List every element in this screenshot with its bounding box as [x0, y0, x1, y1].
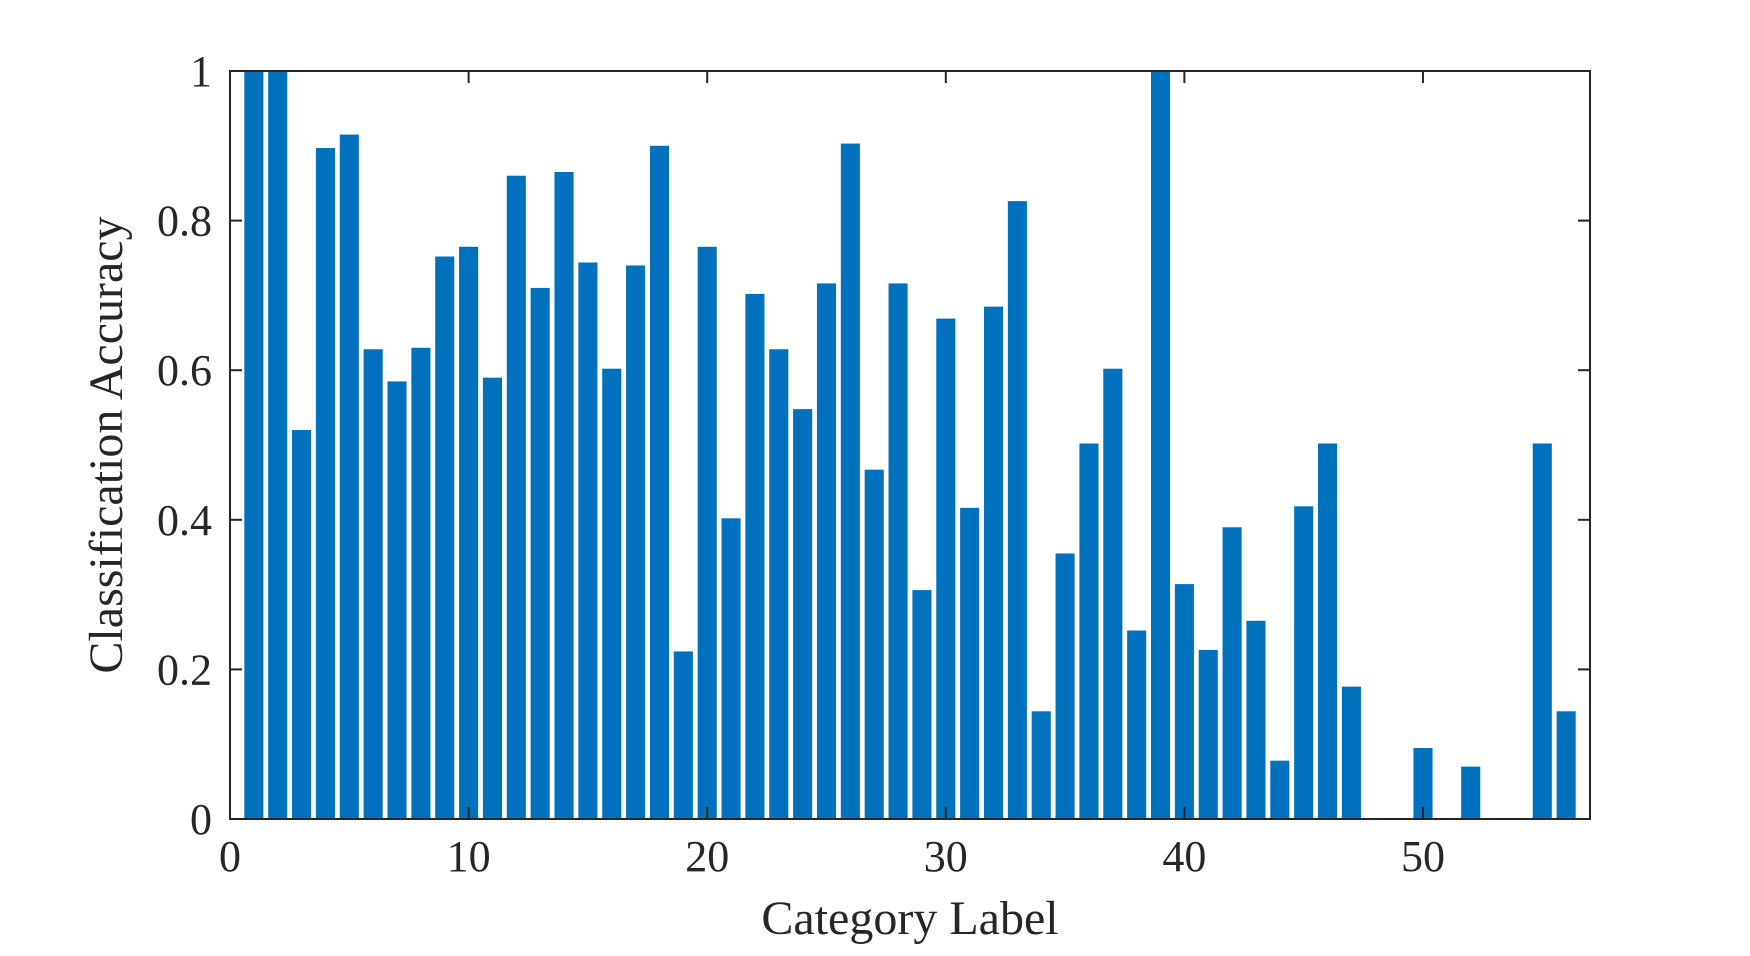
- bar-category-16: [602, 368, 622, 819]
- bar-category-20: [697, 246, 717, 819]
- bar-category-21: [721, 518, 741, 819]
- y-tick-label-0.6: 0.6: [157, 346, 212, 395]
- bar-category-25: [816, 283, 837, 819]
- x-tick-label-30: 30: [924, 832, 968, 881]
- bar-category-3: [292, 430, 312, 819]
- y-axis-label: Classification Accuracy: [80, 216, 133, 673]
- bar-category-9: [435, 256, 455, 819]
- bar-category-41: [1198, 649, 1218, 819]
- bar-category-8: [411, 347, 431, 819]
- bar-category-39: [1150, 71, 1171, 819]
- bar-category-31: [960, 507, 980, 819]
- bar-category-1: [244, 71, 264, 819]
- bar-category-4: [315, 148, 335, 819]
- bar-category-19: [673, 651, 693, 819]
- y-tick-label-1: 1: [190, 47, 212, 96]
- bar-category-47: [1341, 686, 1361, 819]
- bar-category-15: [578, 262, 598, 819]
- x-tick-label-20: 20: [685, 832, 729, 881]
- bar-category-46: [1318, 443, 1338, 819]
- x-tick-label-40: 40: [1162, 832, 1206, 881]
- bar-category-37: [1103, 368, 1123, 819]
- bar-category-30: [936, 318, 956, 819]
- bar-category-35: [1055, 553, 1075, 819]
- y-tick-label-0: 0: [190, 795, 212, 844]
- tick-labels-layer: 0 10 20 30 40 50 0 0.2 0.4 0.6 0.8 1: [157, 47, 1445, 881]
- bar-category-38: [1127, 630, 1147, 819]
- bar-category-36: [1079, 443, 1099, 819]
- bar-category-33: [1007, 201, 1027, 820]
- y-tick-label-0.2: 0.2: [157, 645, 212, 694]
- x-tick-label-50: 50: [1401, 832, 1445, 881]
- bar-category-43: [1246, 620, 1266, 819]
- bar-category-23: [769, 349, 789, 819]
- bar-category-6: [363, 349, 383, 819]
- bar-category-17: [626, 265, 646, 820]
- bar-category-50: [1413, 747, 1433, 819]
- bar-category-28: [888, 283, 908, 819]
- bar-category-27: [864, 469, 884, 819]
- bar-category-7: [387, 381, 407, 819]
- bar-category-45: [1294, 506, 1314, 819]
- bar-category-5: [339, 134, 359, 819]
- bar-category-40: [1174, 584, 1194, 819]
- bar-category-42: [1222, 527, 1242, 819]
- bar-category-2: [268, 71, 288, 819]
- bar-category-10: [459, 246, 479, 819]
- x-tick-label-10: 10: [447, 832, 491, 881]
- x-axis-label: Category Label: [761, 892, 1058, 945]
- bar-category-24: [793, 409, 813, 819]
- bar-category-34: [1031, 711, 1051, 819]
- bar-category-56: [1556, 711, 1576, 819]
- bar-category-13: [530, 287, 550, 819]
- plot-area-frame: [229, 70, 1591, 820]
- bar-category-22: [745, 293, 765, 819]
- bar-category-26: [840, 143, 860, 819]
- bar-category-29: [912, 590, 932, 819]
- bar-category-12: [506, 175, 526, 820]
- bar-category-44: [1270, 760, 1290, 819]
- bars-layer: [244, 71, 1576, 820]
- y-tick-label-0.4: 0.4: [157, 496, 212, 545]
- bar-category-11: [482, 377, 502, 819]
- bar-category-32: [983, 306, 1004, 819]
- bar-category-14: [554, 171, 574, 820]
- bar-category-55: [1532, 443, 1552, 819]
- bar-category-52: [1461, 766, 1481, 819]
- x-tick-label-0: 0: [219, 832, 241, 881]
- y-tick-label-0.8: 0.8: [157, 197, 212, 246]
- bar-category-18: [649, 145, 670, 820]
